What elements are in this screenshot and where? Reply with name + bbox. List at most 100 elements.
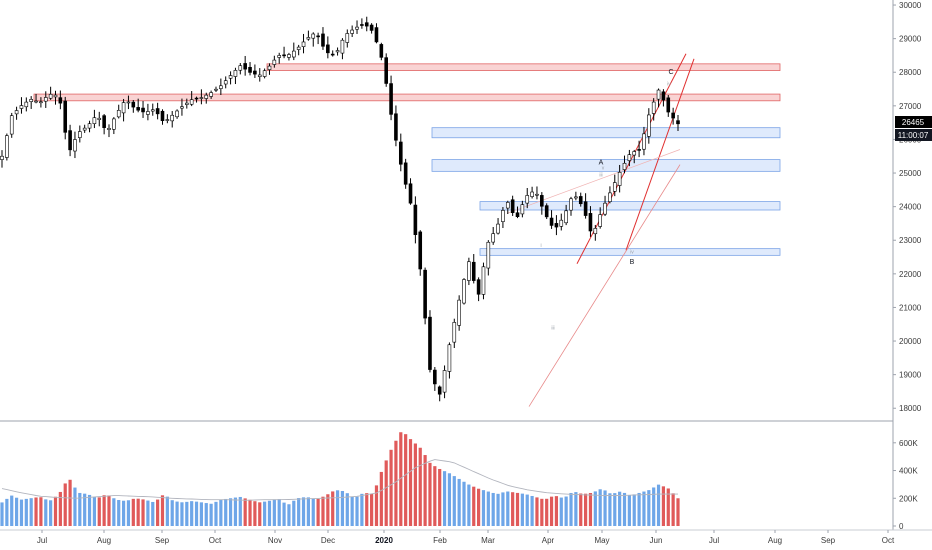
wave-label: A	[599, 160, 604, 167]
candle-body	[467, 261, 471, 281]
time-tick-label: Aug	[768, 536, 782, 545]
volume-bar	[598, 489, 602, 526]
volume-bar	[34, 497, 38, 526]
volume-bar	[418, 447, 422, 526]
volume-bar	[374, 485, 379, 526]
candle-body	[204, 94, 209, 99]
candle-body	[34, 100, 38, 103]
time-tick-label: Oct	[882, 536, 895, 545]
candle-body	[603, 202, 607, 215]
candle-body	[262, 70, 267, 77]
volume-bar	[19, 499, 24, 526]
candle-body	[282, 54, 286, 57]
volume-bar	[642, 491, 646, 526]
volume-bar	[491, 492, 495, 526]
price-axis[interactable]: 3000029000280002700026000250002400023000…	[893, 1, 922, 413]
volume-bar	[442, 471, 447, 526]
candle-body	[505, 202, 510, 209]
candle-body	[433, 369, 437, 385]
volume-bar	[107, 495, 111, 526]
volume-bar	[394, 440, 398, 526]
candle-body	[214, 88, 218, 91]
time-tick-label: Nov	[268, 536, 282, 545]
price-tick-label: 24000	[899, 203, 922, 212]
candle-body	[583, 201, 588, 216]
candle-body	[612, 182, 617, 192]
candle-body	[330, 53, 335, 56]
candle-body	[131, 101, 136, 108]
candle-body	[676, 120, 680, 125]
candle-body	[14, 110, 19, 115]
time-axis[interactable]: Jul Aug Sep Oct Nov Dec 2020 Feb Mar Apr May Jun Jul…	[37, 530, 895, 545]
volume-bar	[671, 493, 675, 526]
volume-bar	[263, 501, 267, 526]
candle-body	[476, 279, 481, 295]
volume-bar	[506, 491, 510, 526]
minor-wave-label: iv	[667, 82, 671, 88]
volume-bar	[530, 495, 534, 526]
countdown-badge: 11:00:07	[895, 129, 932, 141]
volume-bar	[160, 495, 165, 526]
time-tick-label: Jul	[37, 536, 47, 545]
volume-bar	[321, 496, 325, 526]
trendline	[625, 58, 695, 251]
time-tick-label: May	[594, 536, 609, 545]
candle-body	[146, 111, 150, 115]
volume-bar	[131, 498, 135, 526]
candle-body	[340, 39, 345, 54]
volume-bar	[53, 496, 58, 526]
volume-bar	[92, 497, 97, 526]
volume-bar	[209, 503, 213, 526]
volume-bar	[170, 500, 174, 526]
candle-body	[223, 80, 228, 85]
volume-bar	[297, 498, 301, 526]
volume-bar	[214, 501, 218, 526]
volume-bar	[331, 491, 335, 526]
candle-body	[549, 217, 554, 226]
candle-body	[175, 110, 179, 118]
volume-axis[interactable]: 600K 400K 200K 0	[893, 439, 918, 531]
volume-bar	[224, 498, 228, 526]
candle-body	[291, 50, 296, 58]
volume-bar	[126, 500, 131, 526]
volume-bar	[228, 498, 233, 526]
price-tick-label: 28000	[899, 68, 922, 77]
volume-series	[0, 432, 680, 526]
volume-bar	[306, 497, 310, 526]
candle-body	[73, 139, 77, 152]
candle-body	[321, 33, 325, 47]
volume-bar	[661, 486, 666, 526]
volume-bar	[574, 492, 578, 526]
candle-body	[559, 219, 564, 227]
volume-bar	[579, 493, 583, 526]
candle-body	[180, 106, 184, 109]
volume-bar	[564, 496, 568, 526]
volume-bar	[136, 498, 140, 526]
volume-bar	[63, 483, 67, 526]
volume-tick-label: 600K	[899, 439, 918, 448]
candle-body	[165, 119, 170, 121]
volume-bar	[345, 493, 349, 526]
time-tick-label: Dec	[321, 536, 335, 545]
volume-bar	[117, 500, 121, 526]
volume-bar	[637, 492, 641, 526]
candle-body	[408, 183, 413, 204]
volume-bar	[326, 494, 330, 526]
price-tick-label: 20000	[899, 337, 922, 346]
minor-wave-label: v	[602, 166, 605, 172]
volume-bar	[462, 481, 466, 526]
candle-body	[608, 192, 612, 202]
candle-body	[63, 100, 68, 133]
volume-bar	[423, 455, 427, 526]
candle-body	[452, 322, 457, 343]
minor-wave-label: i	[540, 243, 541, 249]
volume-bar	[583, 493, 588, 526]
candle-body	[296, 46, 301, 50]
candle-body	[78, 131, 82, 138]
volume-bar	[540, 498, 544, 526]
volume-bar	[467, 484, 471, 526]
volume-bar	[554, 496, 559, 526]
wave-label: B	[630, 259, 635, 266]
candle-body	[257, 74, 262, 77]
